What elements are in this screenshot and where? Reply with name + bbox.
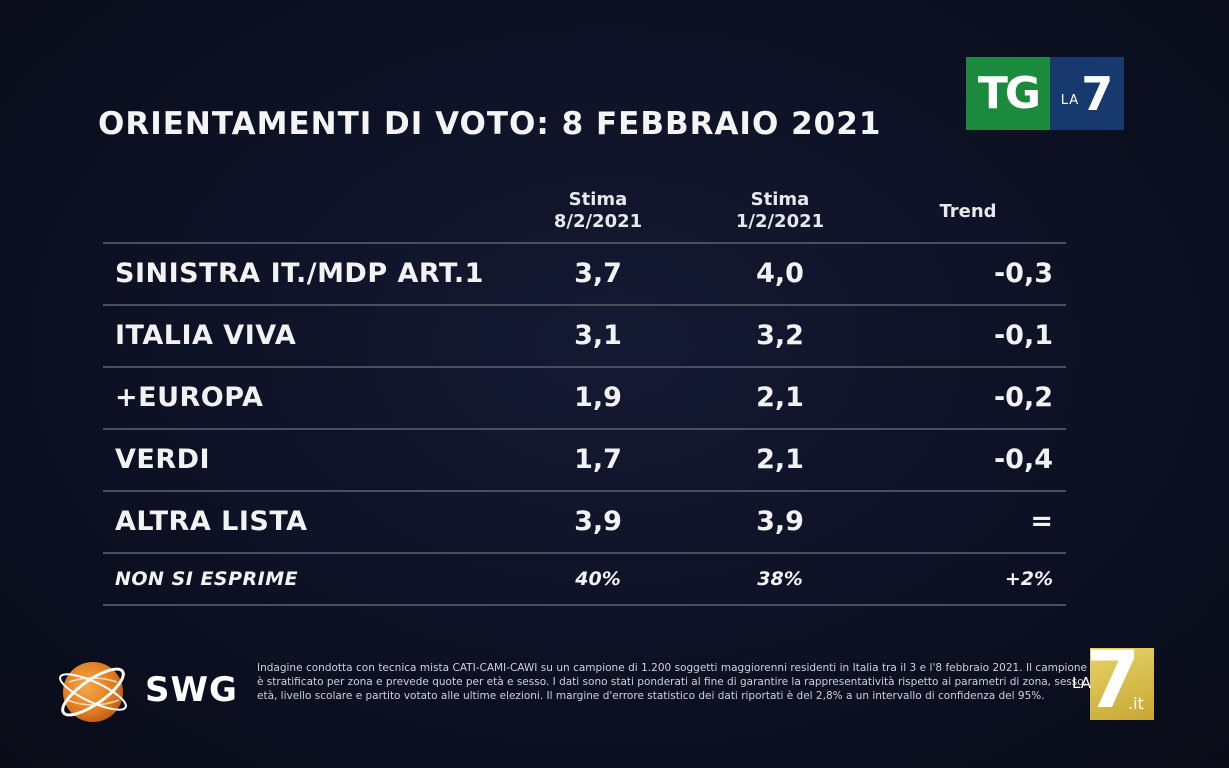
la7-it-logo: 7 LA .it [1072, 642, 1154, 720]
header-stima-1-2-line1: Stima [750, 189, 810, 210]
header-stima-8-2: Stima 8/2/2021 [533, 189, 663, 233]
stima-1-2-value: 38% [757, 568, 803, 590]
table-divider [103, 304, 1066, 306]
trend-value: = [1030, 506, 1053, 537]
stima-1-2-value: 2,1 [756, 382, 804, 413]
table-row: VERDI 1,7 2,1 -0,4 [103, 430, 1066, 490]
trend-value: -0,2 [993, 382, 1053, 413]
party-label: ALTRA LISTA [115, 506, 308, 537]
la7-it-suffix: .it [1128, 694, 1144, 713]
stima-8-2-value: 3,7 [574, 258, 622, 289]
trend-value: +2% [1004, 568, 1053, 590]
stima-8-2-value: 1,7 [574, 444, 622, 475]
table-row: ITALIA VIVA 3,1 3,2 -0,1 [103, 306, 1066, 366]
la7-logo-block: LA 7 [1050, 57, 1124, 130]
party-label: NON SI ESPRIME [115, 568, 299, 590]
tg-logo-text: TG [966, 57, 1050, 130]
table-divider [103, 552, 1066, 554]
trend-value: -0,3 [993, 258, 1053, 289]
table-row: +EUROPA 1,9 2,1 -0,2 [103, 368, 1066, 428]
table-row-non-si-esprime: NON SI ESPRIME 40% 38% +2% [103, 554, 1066, 604]
header-trend: Trend [939, 201, 997, 222]
header-stima-1-2-line2: 1/2/2021 [735, 211, 825, 232]
table-divider [103, 242, 1066, 244]
methodology-note: Indagine condotta con tecnica mista CATI… [257, 662, 1087, 702]
swg-name: SWG [145, 670, 238, 710]
table-divider [103, 428, 1066, 430]
stima-1-2-value: 2,1 [756, 444, 804, 475]
stima-1-2-value: 3,2 [756, 320, 804, 351]
tg-la7-logo: TG LA 7 [966, 57, 1124, 130]
table-row: ALTRA LISTA 3,9 3,9 = [103, 492, 1066, 552]
table-header: Stima 8/2/2021 Stima 1/2/2021 Trend [103, 185, 1066, 242]
header-stima-8-2-line1: Stima [568, 189, 628, 210]
party-label: +EUROPA [115, 382, 264, 413]
table-divider [103, 490, 1066, 492]
stima-8-2-value: 3,9 [574, 506, 622, 537]
party-label: SINISTRA IT./MDP ART.1 [115, 258, 484, 289]
la7-logo-la: LA [1060, 93, 1080, 108]
stima-8-2-value: 1,9 [574, 382, 622, 413]
table-divider [103, 604, 1066, 606]
la7-logo-seven: 7 [1081, 66, 1114, 121]
table-row: SINISTRA IT./MDP ART.1 3,7 4,0 -0,3 [103, 244, 1066, 304]
stima-8-2-value: 40% [575, 568, 621, 590]
header-stima-8-2-line2: 8/2/2021 [553, 211, 643, 232]
swg-globe-icon [59, 662, 127, 722]
stima-1-2-value: 4,0 [756, 258, 804, 289]
swg-logo: SWG [55, 652, 240, 732]
voting-table: Stima 8/2/2021 Stima 1/2/2021 Trend SINI… [103, 185, 1066, 606]
la7-it-la: LA [1072, 674, 1091, 692]
page-title: ORIENTAMENTI DI VOTO: 8 FEBBRAIO 2021 [98, 106, 882, 142]
party-label: VERDI [115, 444, 211, 475]
trend-value: -0,1 [993, 320, 1053, 351]
party-label: ITALIA VIVA [115, 320, 297, 351]
trend-value: -0,4 [993, 444, 1053, 475]
stima-1-2-value: 3,9 [756, 506, 804, 537]
header-stima-1-2: Stima 1/2/2021 [715, 189, 845, 233]
la7-it-seven: 7 [1086, 636, 1141, 726]
la7-it-logo-box [1090, 648, 1154, 720]
table-divider [103, 366, 1066, 368]
stima-8-2-value: 3,1 [574, 320, 622, 351]
